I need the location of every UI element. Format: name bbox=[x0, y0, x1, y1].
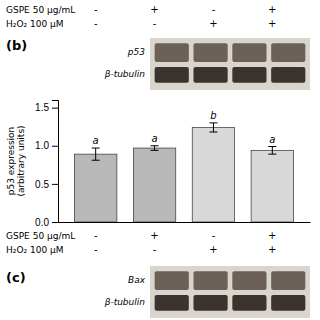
y-axis-line bbox=[52, 101, 59, 223]
blot-label: β-tubulin bbox=[104, 69, 146, 79]
blot-background bbox=[150, 38, 310, 90]
blot-label: Bax bbox=[128, 275, 146, 285]
y-tick-mark bbox=[52, 146, 58, 147]
row-sign: + bbox=[150, 4, 158, 15]
y-axis-title-line: p53 expression bbox=[6, 127, 16, 196]
sig-label: b bbox=[210, 110, 216, 121]
row-sign: + bbox=[268, 18, 276, 29]
y-tick: 1.0 bbox=[35, 140, 58, 151]
y-tick: 0.0 bbox=[35, 217, 58, 228]
y-tick-label: 1.5 bbox=[35, 102, 49, 113]
y-tick-label: 1.0 bbox=[35, 140, 49, 151]
bar bbox=[192, 127, 234, 222]
error-line bbox=[95, 148, 96, 160]
blot-band bbox=[155, 295, 189, 311]
blot-c bbox=[150, 266, 310, 318]
y-tick-label: 0.0 bbox=[35, 217, 49, 228]
blot-band bbox=[193, 67, 227, 83]
y-axis: 0.0 0.5 1.0 1.5 bbox=[35, 101, 58, 228]
blot-band bbox=[271, 271, 305, 290]
blot-band bbox=[232, 67, 266, 83]
blot-band bbox=[232, 43, 266, 62]
blot-band bbox=[232, 271, 266, 290]
y-axis-title-line: (arbitrary units) bbox=[16, 125, 26, 196]
error-cap bbox=[151, 145, 159, 146]
y-tick-mark bbox=[52, 108, 58, 109]
panel-a-rows: GSPE 50 μg/mL - + - + H₂O₂ 100 μM - - + + bbox=[6, 4, 277, 29]
y-tick-mark bbox=[52, 184, 58, 185]
error-cap bbox=[151, 150, 159, 151]
blot-band bbox=[193, 43, 227, 62]
error-line bbox=[154, 146, 155, 151]
error-cap bbox=[268, 146, 276, 147]
row-label: GSPE 50 μg/mL bbox=[6, 231, 75, 241]
blot-band bbox=[155, 271, 189, 290]
y-axis-title: p53 expression(arbitrary units) bbox=[6, 125, 26, 196]
blot-band bbox=[193, 271, 227, 290]
row-sign: + bbox=[150, 230, 158, 241]
row-sign: - bbox=[94, 4, 98, 15]
y-tick-mark bbox=[52, 222, 58, 223]
x-axis-line bbox=[59, 222, 311, 223]
blot-band bbox=[232, 295, 266, 311]
blot-band bbox=[271, 295, 305, 311]
row-sign: + bbox=[209, 18, 217, 29]
row-sign: - bbox=[212, 4, 216, 15]
row-sign: + bbox=[268, 230, 276, 241]
panel-label: (b) bbox=[6, 38, 27, 53]
error-bar bbox=[92, 148, 100, 160]
x-axis bbox=[59, 222, 311, 224]
blot-b bbox=[150, 38, 310, 90]
y-tick-label: 0.5 bbox=[35, 179, 49, 190]
sig-label: a bbox=[269, 134, 275, 145]
plot-area bbox=[74, 123, 293, 222]
bar bbox=[133, 148, 175, 222]
blot-band bbox=[193, 295, 227, 311]
error-bar bbox=[268, 147, 276, 155]
panel-b-rows: GSPE 50 μg/mL - + - + H₂O₂ 100 μM - - + + bbox=[6, 230, 277, 255]
bar bbox=[74, 154, 116, 222]
sig-label: a bbox=[151, 133, 157, 144]
row-sign: - bbox=[94, 18, 98, 29]
row-sign: - bbox=[94, 230, 98, 241]
row-sign: + bbox=[268, 4, 276, 15]
blot-band bbox=[155, 67, 189, 83]
blot-background bbox=[150, 266, 310, 318]
blot-label: β-tubulin bbox=[104, 297, 146, 307]
blot-band bbox=[155, 43, 189, 62]
bar bbox=[251, 150, 293, 222]
row-label: H₂O₂ 100 μM bbox=[6, 19, 63, 29]
row-sign: - bbox=[153, 244, 157, 255]
row-sign: - bbox=[153, 18, 157, 29]
blot-band bbox=[271, 43, 305, 62]
error-cap bbox=[92, 148, 100, 149]
row-sign: + bbox=[209, 244, 217, 255]
error-cap bbox=[268, 154, 276, 155]
y-tick: 1.5 bbox=[35, 102, 58, 113]
row-sign: - bbox=[212, 230, 216, 241]
error-line bbox=[272, 147, 273, 155]
figure: GSPE 50 μg/mL-+-+H₂O₂ 100 μM--++GSPE 50 … bbox=[0, 0, 320, 320]
row-label: GSPE 50 μg/mL bbox=[6, 5, 75, 15]
error-cap bbox=[209, 132, 217, 133]
error-bar bbox=[209, 123, 217, 132]
y-tick: 0.5 bbox=[35, 179, 58, 190]
blot-label: p53 bbox=[127, 47, 145, 57]
error-cap bbox=[209, 122, 217, 123]
error-cap bbox=[92, 160, 100, 161]
error-bar bbox=[151, 146, 159, 151]
sig-label: a bbox=[93, 135, 99, 146]
error-line bbox=[213, 123, 214, 132]
panel-label: (c) bbox=[6, 270, 26, 285]
row-label: H₂O₂ 100 μM bbox=[6, 245, 63, 255]
row-sign: - bbox=[94, 244, 98, 255]
row-sign: + bbox=[268, 244, 276, 255]
blot-band bbox=[271, 67, 305, 83]
